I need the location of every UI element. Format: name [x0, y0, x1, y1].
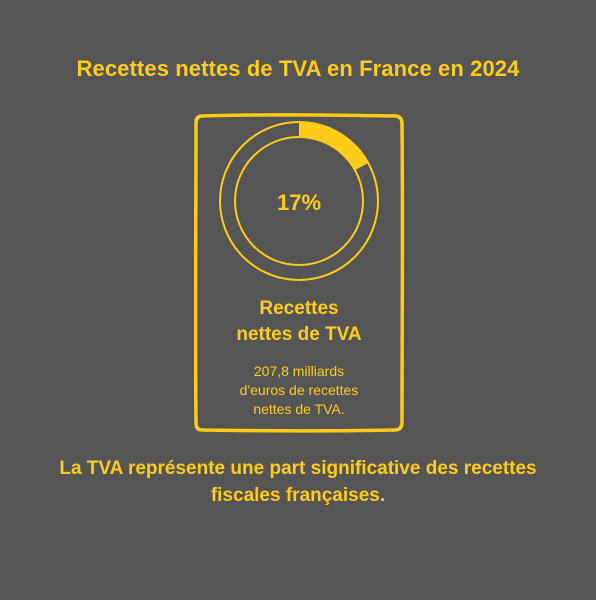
card-heading-line-1: Recettes — [259, 298, 339, 319]
percent-label: 17% — [276, 190, 322, 215]
card-description: 207,8 milliards d'euros de recettes nett… — [200, 362, 398, 419]
card-description-line-2: d'euros de recettes — [239, 382, 359, 398]
progress-ring — [219, 121, 379, 281]
progress-arc — [299, 122, 369, 171]
caption-line-1: La TVA représente une part significative… — [59, 458, 537, 479]
caption-line-2: fiscales françaises. — [210, 485, 386, 506]
caption: La TVA représente une part significative… — [18, 455, 578, 509]
card-heading: Recettes nettes de TVA — [200, 296, 398, 348]
card-heading-line-2: nettes de TVA — [236, 324, 362, 345]
page-title: Recettes nettes de TVA en France en 2024 — [76, 56, 520, 81]
card-frame — [193, 113, 405, 433]
card-description-line-1: 207,8 milliards — [253, 363, 345, 379]
card-description-line-3: nettes de TVA. — [253, 401, 345, 417]
